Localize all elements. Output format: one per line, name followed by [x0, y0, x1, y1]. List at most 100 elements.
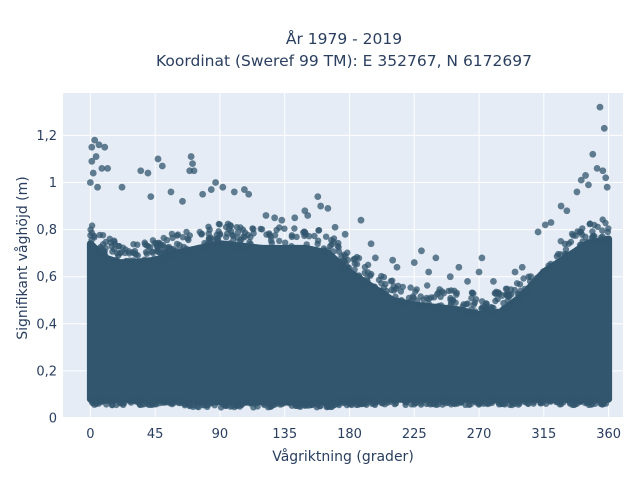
x-tick-label: 225: [402, 427, 427, 442]
data-point: [180, 243, 187, 251]
outlier-point: [271, 214, 279, 222]
data-point: [247, 400, 255, 407]
data-point: [449, 297, 457, 304]
data-point: [239, 400, 246, 408]
data-point: [599, 233, 606, 240]
outlier-point: [371, 254, 379, 262]
data-point: [523, 289, 530, 296]
data-point: [96, 249, 103, 257]
data-point: [117, 249, 124, 256]
outlier-point: [207, 186, 215, 193]
outlier-point: [464, 278, 471, 285]
data-point: [380, 273, 388, 281]
data-point: [503, 285, 511, 292]
data-point: [104, 397, 111, 404]
data-point: [356, 273, 363, 280]
outlier-point: [98, 164, 106, 172]
data-point: [384, 399, 391, 406]
data-point: [552, 398, 560, 406]
data-point: [322, 233, 330, 240]
outlier-point: [212, 179, 219, 186]
data-point: [308, 401, 315, 408]
data-point: [589, 234, 596, 241]
data-point: [158, 242, 165, 249]
y-tick-label: 0,4: [36, 317, 57, 332]
data-point: [599, 400, 606, 407]
data-point: [383, 287, 390, 295]
outlier-point: [91, 136, 99, 144]
outlier-point: [118, 183, 126, 191]
data-point: [253, 399, 261, 407]
outlier-point: [92, 153, 100, 160]
x-tick-label: 45: [147, 427, 164, 442]
outlier-point: [557, 202, 565, 210]
data-point: [235, 244, 242, 252]
data-point: [499, 400, 506, 407]
data-point: [578, 231, 586, 238]
outlier-point: [596, 103, 604, 111]
outlier-point: [367, 240, 375, 248]
data-point: [335, 244, 342, 251]
data-point: [328, 241, 335, 248]
data-point: [218, 241, 226, 249]
data-point: [478, 298, 486, 305]
data-point: [568, 230, 576, 238]
data-point: [276, 237, 283, 245]
data-point: [225, 400, 232, 407]
data-point: [599, 227, 606, 234]
outlier-point: [291, 214, 299, 222]
data-point: [293, 233, 300, 241]
outlier-point: [230, 188, 238, 196]
data-point: [146, 244, 154, 251]
outlier-point: [602, 174, 610, 182]
data-point: [267, 400, 274, 408]
data-point: [506, 302, 513, 310]
data-point: [330, 248, 337, 255]
data-point: [311, 232, 318, 240]
data-point: [392, 293, 399, 300]
data-point: [440, 290, 447, 297]
data-point: [602, 219, 609, 227]
data-point: [258, 246, 265, 253]
data-point: [131, 397, 138, 405]
outlier-point: [317, 202, 325, 210]
data-point: [433, 401, 440, 409]
data-point: [340, 251, 348, 258]
data-point: [371, 283, 378, 290]
outlier-point: [88, 143, 96, 151]
data-point: [190, 401, 197, 409]
data-point: [449, 399, 456, 406]
outlier-point: [357, 216, 365, 224]
data-point: [345, 396, 352, 403]
data-point: [163, 396, 171, 404]
x-tick-label: 360: [596, 427, 621, 442]
x-tick-label: 180: [337, 427, 362, 442]
outlier-point: [245, 190, 253, 198]
data-point: [419, 302, 427, 309]
data-point: [361, 396, 368, 403]
data-point: [340, 399, 347, 407]
outlier-point: [563, 207, 571, 215]
data-point: [247, 240, 254, 248]
data-point: [345, 264, 353, 271]
data-point: [288, 233, 296, 240]
data-point: [276, 224, 283, 231]
data-point: [174, 231, 182, 238]
outlier-point: [154, 155, 162, 163]
data-point: [296, 400, 303, 407]
data-point: [391, 400, 398, 408]
outlier-point: [262, 212, 270, 219]
data-point: [291, 225, 298, 232]
data-point: [240, 245, 247, 252]
outlier-point: [144, 169, 152, 177]
y-tick-label: 0,6: [36, 270, 57, 285]
data-point: [516, 281, 524, 288]
data-point: [370, 399, 377, 406]
data-point: [509, 400, 516, 407]
data-point: [505, 293, 513, 300]
outlier-point: [589, 150, 597, 158]
data-point: [314, 240, 321, 248]
data-point: [353, 260, 361, 268]
chart-title-line-2: Koordinat (Sweref 99 TM): E 352767, N 61…: [156, 52, 532, 70]
outlier-point: [147, 193, 155, 201]
